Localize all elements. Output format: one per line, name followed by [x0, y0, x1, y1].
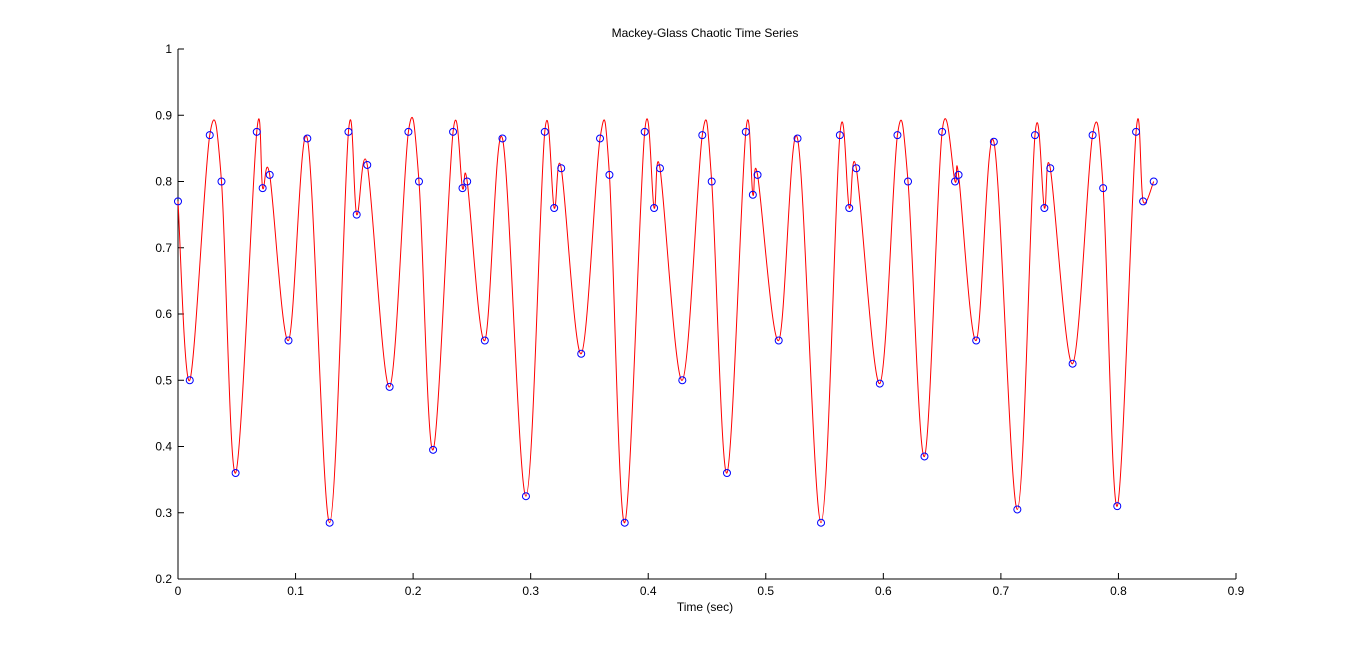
data-point: [596, 134, 605, 143]
data-point: [1099, 184, 1108, 193]
data-point: [845, 204, 854, 212]
y-tick-label: 1: [165, 42, 172, 56]
series-line: [177, 116, 1155, 524]
data-point: [753, 170, 762, 179]
y-tick-label: 0.4: [155, 440, 172, 454]
data-point: [972, 336, 981, 345]
y-tick-label: 0.5: [155, 373, 172, 387]
x-tick-label: 0.4: [640, 584, 657, 598]
data-point: [1132, 127, 1141, 136]
data-point: [385, 382, 394, 391]
data-point: [217, 177, 226, 186]
data-point: [954, 170, 963, 179]
x-tick-label: 0.1: [287, 584, 304, 598]
data-point: [793, 134, 802, 143]
data-point: [774, 336, 783, 345]
data-point: [303, 134, 312, 143]
data-point: [620, 518, 629, 527]
data-point: [325, 518, 334, 527]
data-point: [1139, 197, 1148, 206]
data-point: [352, 210, 361, 219]
chart-title: Mackey-Glass Chaotic Time Series: [612, 26, 799, 40]
x-tick-label: 0.6: [875, 584, 892, 598]
data-point: [344, 127, 353, 136]
data-point: [640, 127, 649, 136]
data-point: [1040, 204, 1049, 212]
x-tick-label: 0.7: [993, 584, 1010, 598]
data-point: [363, 160, 372, 169]
data-point: [1046, 164, 1055, 173]
data-point: [258, 184, 267, 193]
data-point: [1113, 502, 1122, 511]
data-point: [852, 164, 861, 173]
data-point: [449, 127, 458, 136]
x-tick-label: 0.9: [1228, 584, 1245, 598]
y-tick-label: 0.8: [155, 175, 172, 189]
data-point: [904, 177, 913, 186]
y-tick-label: 0.7: [155, 241, 172, 255]
x-tick-label: 0.2: [405, 584, 422, 598]
data-point: [540, 127, 549, 136]
data-point: [577, 349, 586, 358]
data-point: [265, 170, 274, 179]
data-point: [875, 379, 884, 388]
data-point: [429, 445, 438, 454]
data-point: [252, 127, 261, 136]
data-point: [1088, 131, 1097, 140]
data-point: [938, 127, 947, 136]
data-point: [698, 131, 707, 140]
x-tick-label: 0: [175, 584, 182, 598]
data-point: [550, 204, 559, 212]
data-point: [205, 131, 214, 140]
data-point: [835, 131, 844, 140]
y-tick-label: 0.3: [155, 506, 172, 520]
data-point: [185, 376, 194, 385]
data-point: [722, 469, 731, 477]
x-tick-label: 0.5: [757, 584, 774, 598]
data-point: [231, 469, 240, 477]
data-point: [458, 184, 467, 193]
data-point: [284, 336, 293, 345]
data-point: [893, 131, 902, 140]
y-tick-label: 0.9: [155, 108, 172, 122]
data-point: [557, 164, 566, 173]
data-point: [650, 204, 659, 212]
data-point: [655, 164, 664, 173]
data-point: [605, 170, 614, 179]
x-tick-label: 0.3: [522, 584, 539, 598]
data-point: [989, 137, 998, 146]
data-point: [1030, 131, 1039, 140]
data-point: [1013, 505, 1022, 514]
data-point: [748, 190, 757, 199]
data-point: [678, 376, 687, 385]
data-point: [1149, 177, 1158, 186]
data-point: [951, 177, 960, 186]
data-point: [521, 492, 530, 501]
data-point: [920, 452, 929, 461]
data-point: [817, 518, 826, 527]
data-point: [463, 177, 472, 186]
data-point: [414, 177, 423, 186]
data-point: [707, 177, 716, 186]
data-point: [498, 134, 507, 143]
data-point: [480, 336, 489, 345]
data-point: [1068, 359, 1077, 368]
y-tick-label: 0.2: [155, 572, 172, 586]
x-tick-label: 0.8: [1110, 584, 1127, 598]
x-axis-label: Time (sec): [677, 600, 733, 614]
data-point: [741, 127, 750, 136]
data-point: [404, 127, 413, 136]
data-point: [174, 197, 182, 206]
y-tick-label: 0.6: [155, 307, 172, 321]
